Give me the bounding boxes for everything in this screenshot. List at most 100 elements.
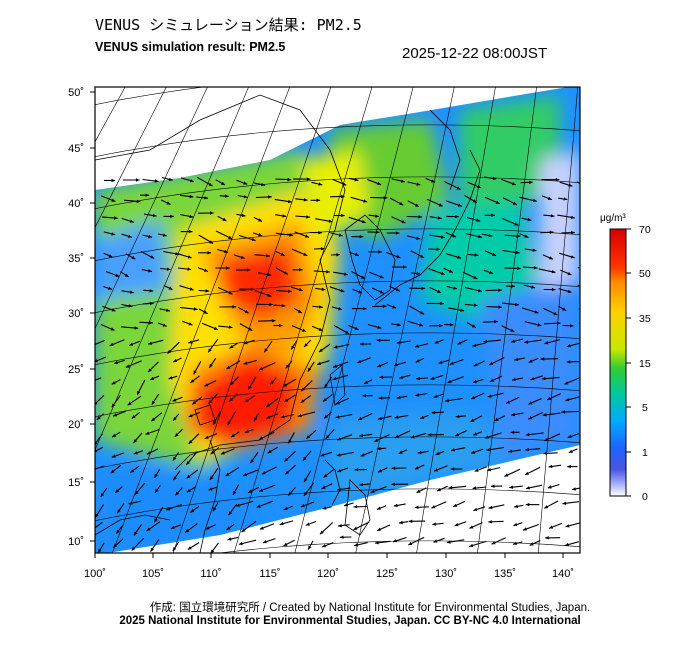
coastlines: [95, 94, 481, 553]
wind-arrowhead: [511, 182, 516, 186]
wind-arrowhead: [154, 473, 158, 478]
wind-arrowhead: [420, 415, 425, 419]
wind-arrowhead: [525, 502, 530, 507]
wind-arrowhead: [471, 396, 475, 400]
wind-arrowhead: [248, 327, 253, 331]
wind-arrowhead: [111, 403, 116, 408]
wind-arrowhead: [243, 195, 248, 199]
wind-arrowhead: [189, 179, 194, 183]
wind-arrowhead: [190, 509, 195, 513]
wind-arrowhead: [344, 272, 348, 276]
wind-arrowhead: [116, 529, 120, 534]
wind-arrowhead: [259, 366, 264, 371]
wind-arrowhead: [266, 415, 271, 419]
wind-arrowhead: [345, 330, 350, 334]
wind-arrowhead: [320, 247, 325, 251]
wind-arrowhead: [353, 505, 358, 509]
wind-arrowhead: [173, 476, 177, 481]
colorbar-tick: 5: [642, 402, 648, 414]
wind-arrowhead: [363, 199, 368, 203]
wind-arrowhead: [399, 520, 403, 525]
colorbar-tick: 35: [639, 313, 651, 325]
wind-arrowhead: [244, 309, 249, 314]
wind-arrowhead: [420, 311, 425, 315]
wind-arrowhead: [155, 488, 159, 493]
wind-arrowhead: [322, 544, 326, 548]
wind-arrowhead: [541, 376, 546, 381]
wind-arrowhead: [548, 464, 553, 469]
wind-arrowhead: [210, 549, 215, 553]
lon-label: 100˚: [84, 568, 106, 580]
wind-arrowhead: [266, 254, 270, 258]
graticule-meridian: [416, 87, 496, 553]
wind-arrowhead: [434, 340, 439, 344]
wind-arrow: [95, 465, 104, 470]
wind-arrowhead: [228, 291, 233, 295]
wind-arrowhead: [240, 255, 245, 259]
lon-label: 135˚: [494, 568, 516, 580]
wind-arrowhead: [267, 449, 272, 454]
wind-arrowhead: [251, 237, 256, 242]
wind-arrowhead: [421, 286, 426, 290]
wind-arrowhead: [565, 524, 570, 528]
wind-arrowhead: [134, 490, 139, 495]
wind-arrowhead: [415, 359, 420, 363]
wind-arrowhead: [513, 541, 517, 546]
wind-arrowhead: [433, 539, 438, 543]
wind-arrowhead: [148, 234, 153, 239]
wind-arrowhead: [340, 194, 345, 199]
wind-arrowhead: [431, 410, 436, 415]
wind-arrowhead: [204, 435, 209, 439]
wind-arrowhead: [438, 203, 443, 207]
wind-arrowhead: [243, 361, 248, 365]
wind-arrowhead: [515, 302, 519, 307]
wind-arrowhead: [232, 305, 237, 309]
lat-label: 50˚: [68, 87, 84, 99]
wind-arrowhead: [146, 527, 151, 531]
wind-arrowhead: [336, 253, 340, 257]
wind-arrowhead: [544, 505, 549, 509]
wind-arrowhead: [455, 214, 459, 219]
wind-arrowhead: [146, 451, 151, 455]
wind-arrowhead: [543, 451, 548, 456]
wind-arrowhead: [439, 324, 443, 328]
wind-arrowhead: [469, 543, 474, 548]
wind-arrowhead: [398, 450, 403, 454]
wind-arrowhead: [279, 522, 284, 526]
wind-arrowhead: [250, 459, 254, 464]
lat-label: 20˚: [68, 419, 84, 431]
graticule-meridian: [95, 87, 167, 229]
wind-arrowhead: [547, 196, 552, 200]
wind-arrowhead: [396, 255, 401, 259]
wind-arrowhead: [504, 473, 509, 477]
wind-arrowhead: [572, 487, 576, 491]
wind-arrowhead: [489, 378, 494, 382]
wind-arrowhead: [478, 234, 483, 239]
wind-arrowhead: [354, 178, 359, 182]
colorbar-tick: 50: [639, 268, 651, 280]
wind-arrowhead: [379, 290, 384, 294]
wind-arrowhead: [323, 398, 327, 402]
wind-arrowhead: [477, 184, 482, 189]
wind-arrowhead: [89, 528, 93, 532]
wind-arrowhead: [376, 446, 381, 451]
wind-arrowhead: [170, 214, 174, 219]
wind-arrowhead: [456, 186, 461, 190]
wind-arrowhead: [377, 364, 382, 368]
graticule-parallel: [95, 384, 580, 417]
wind-arrowhead: [284, 398, 289, 402]
wind-arrowhead: [259, 526, 264, 530]
wind-arrowhead: [193, 370, 197, 375]
wind-arrowhead: [586, 288, 590, 291]
lon-axis: 100˚ 105˚ 110˚ 115˚ 120˚ 125˚ 130˚ 135˚ …: [84, 553, 574, 580]
wind-arrowhead: [338, 233, 343, 237]
wind-arrowhead: [166, 201, 171, 205]
wind-arrowhead: [328, 219, 333, 223]
wind-arrowhead: [361, 219, 366, 224]
wind-arrowhead: [399, 201, 404, 206]
wind-arrowhead: [476, 218, 481, 222]
wind-arrowhead: [515, 250, 520, 255]
wind-arrowhead: [446, 540, 451, 544]
wind-arrowhead: [555, 178, 560, 182]
wind-arrowhead: [340, 289, 345, 293]
